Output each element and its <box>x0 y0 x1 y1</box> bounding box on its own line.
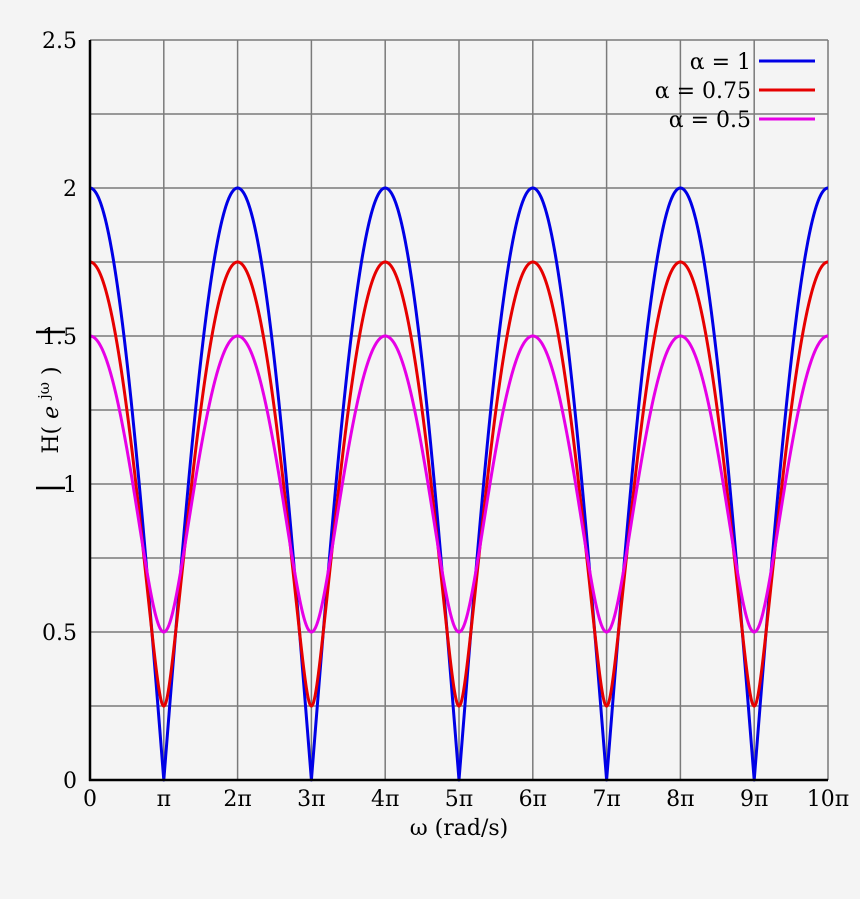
x-tick-label-8: 8π <box>666 787 694 812</box>
y-tick-label-2: 1 <box>63 473 77 498</box>
y-tick-labels: 0 0.5 1 1.5 2 2.5 <box>42 29 77 794</box>
series-line-1 <box>88 260 830 708</box>
x-tick-label-0: 0 <box>83 787 97 812</box>
legend-label-2: α = 0.5 <box>669 108 751 133</box>
x-tick-label-1: π <box>157 787 171 812</box>
x-tick-label-10: 10π <box>807 787 849 812</box>
y-axis-title-suffix: ) <box>39 366 64 375</box>
y-tick-label-1: 0.5 <box>42 621 77 646</box>
legend-label-0: α = 1 <box>690 50 751 75</box>
x-tick-label-9: 9π <box>740 787 768 812</box>
y-axis-title-base: e <box>39 406 64 419</box>
x-axis-title: ω (rad/s) <box>410 816 509 841</box>
series-line-2 <box>88 334 830 634</box>
y-tick-label-3: 1.5 <box>42 325 77 350</box>
x-tick-label-4: 4π <box>371 787 399 812</box>
x-tick-label-3: 3π <box>297 787 325 812</box>
axes <box>88 40 828 782</box>
y-tick-label-4: 2 <box>63 177 77 202</box>
x-tick-label-7: 7π <box>592 787 620 812</box>
y-tick-label-5: 2.5 <box>42 29 77 54</box>
legend-label-1: α = 0.75 <box>655 79 751 104</box>
legend: α = 1 α = 0.75 α = 0.5 <box>655 50 815 133</box>
y-axis-title: H( e jω ) <box>30 330 65 490</box>
x-tick-label-5: 5π <box>445 787 473 812</box>
x-tick-labels: 0 π 2π 3π 4π 5π 6π 7π 8π 9π 10π <box>83 787 849 812</box>
x-tick-label-6: 6π <box>519 787 547 812</box>
y-axis-title-sup: jω <box>35 382 53 401</box>
y-tick-label-0: 0 <box>63 769 77 794</box>
x-tick-label-2: 2π <box>223 787 251 812</box>
svg-text:H( e jω ): H( e jω ) <box>30 366 64 453</box>
y-axis-title-prefix: H( <box>39 426 64 454</box>
